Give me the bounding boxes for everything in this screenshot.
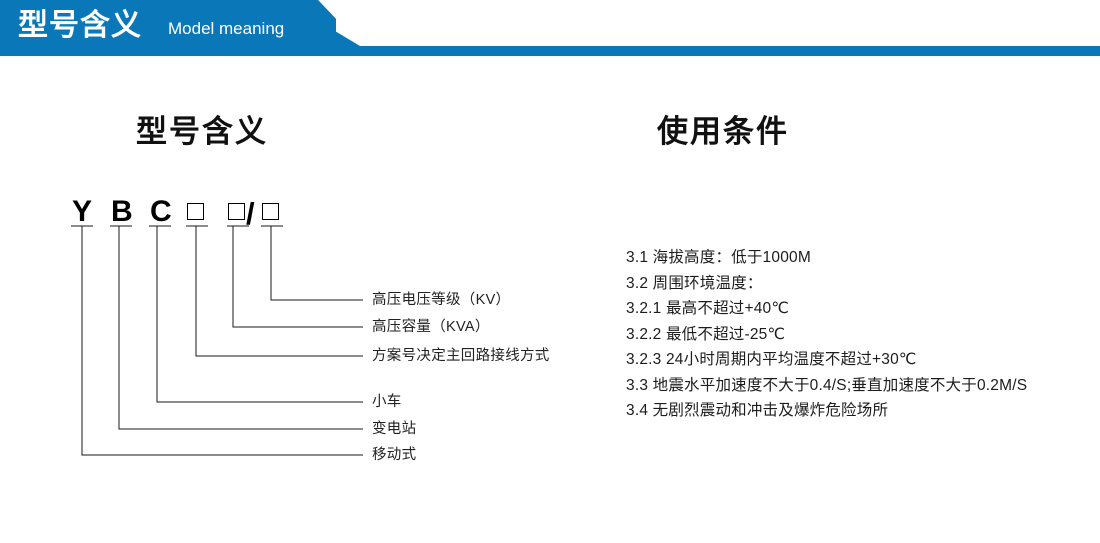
condition-item: 3.2.2 最低不超过-25℃ <box>626 325 786 343</box>
code-box-2 <box>228 203 245 220</box>
leader-label-hv-voltage-level: 高压电压等级（KV） <box>372 292 511 308</box>
condition-item: 3.2.1 最高不超过+40℃ <box>626 300 789 317</box>
leader-lines <box>71 225 363 456</box>
page-header: 型号含义 Model meaning <box>0 0 1100 56</box>
model-code-row: Y B C / <box>72 195 279 231</box>
code-char-y: Y <box>72 195 93 228</box>
condition-item: 3.2.3 24小时周期内平均温度不超过+30℃ <box>626 351 917 368</box>
leader-label-hv-capacity: 高压容量（KVA） <box>372 319 490 335</box>
leader-label-trolley: 小车 <box>372 394 402 410</box>
model-meaning-diagram: Y B C / 高压 <box>71 195 550 463</box>
code-char-c: C <box>150 195 172 228</box>
leader-label-scheme-number: 方案号决定主回路接线方式 <box>372 348 550 364</box>
header-background-shape <box>0 0 1100 56</box>
condition-item: 3.3 地震水平加速度不大于0.4/S;垂直加速度不大于0.2M/S <box>626 376 1028 394</box>
header-title-en: Model meaning <box>168 19 285 38</box>
code-char-b: B <box>111 195 133 228</box>
leader-label-substation: 变电站 <box>372 421 417 437</box>
usage-conditions-list: 3.1 海拔高度：低于1000M 3.2 周围环境温度： 3.2.1 最高不超过… <box>626 245 1096 424</box>
condition-item: 3.2 周围环境温度： <box>626 274 763 292</box>
code-box-1 <box>187 203 204 220</box>
code-box-3 <box>262 203 279 220</box>
header-title-cn: 型号含义 <box>18 9 142 42</box>
right-section-title: 使用条件 <box>657 114 789 149</box>
leader-label-mobile-type: 移动式 <box>372 447 417 463</box>
condition-item: 3.1 海拔高度：低于1000M <box>626 249 811 266</box>
condition-item: 3.4 无剧烈震动和冲击及爆炸危险场所 <box>626 402 889 419</box>
code-slash: / <box>246 196 255 231</box>
left-section-title: 型号含义 <box>136 114 268 149</box>
